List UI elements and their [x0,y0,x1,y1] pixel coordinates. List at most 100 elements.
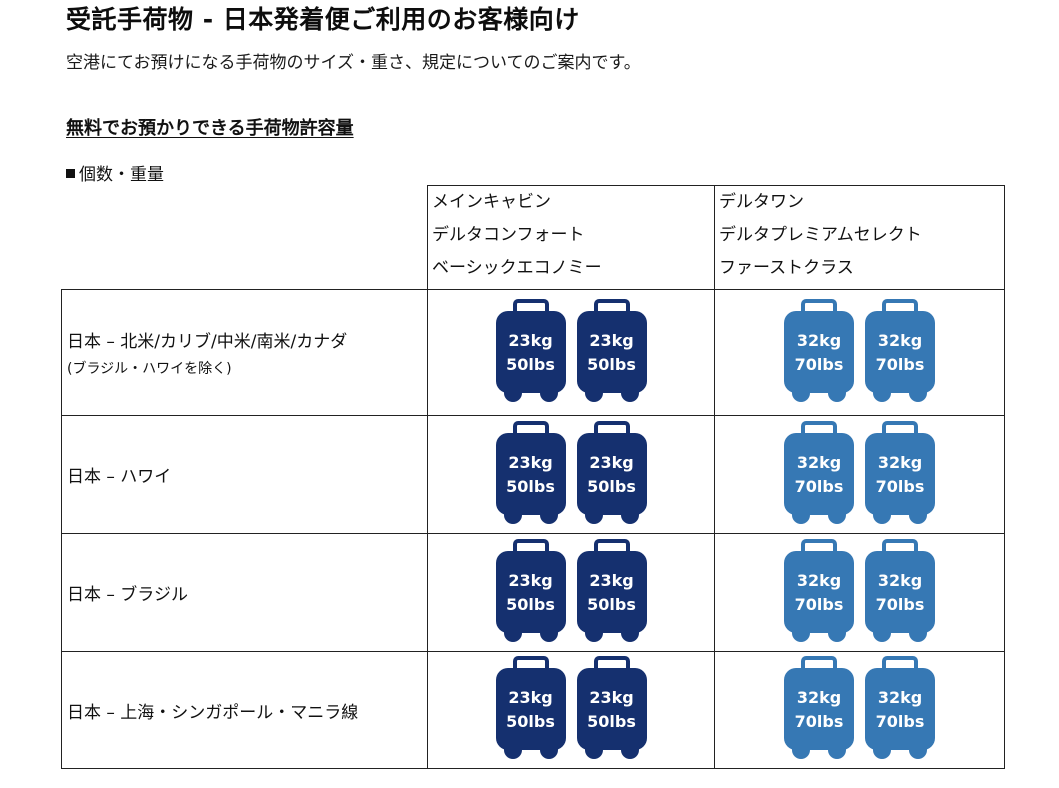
bag-weight-lbs: 50lbs [587,594,636,614]
suitcase-wheel [828,509,846,524]
column-header-line: ベーシックエコノミー [432,258,602,278]
suitcase-icon: 23kg 50lbs [576,420,647,529]
suitcase-body [495,668,566,750]
suitcase-handle [801,538,837,555]
premium-allowance-cell: 32kg 70lbs 32kg 70lbs [714,289,1005,416]
suitcase-pair: 32kg 70lbs 32kg 70lbs [715,298,1004,407]
suitcase-wheel [792,387,810,402]
suitcase-handle [801,298,837,315]
suitcase-body [784,432,854,515]
suitcase-pair: 32kg 70lbs 32kg 70lbs [715,538,1004,647]
suitcase-wheel [828,387,846,402]
route-cell: 日本 – ハワイ [61,415,428,534]
suitcase-handle [593,420,630,437]
suitcase-icon: 32kg 70lbs [784,420,854,529]
suitcase-wheel [873,509,891,524]
column-header-premium: デルタワン デルタプレミアムセレクト ファーストクラス [714,185,1005,290]
economy-allowance-cell: 23kg 50lbs 23kg 50lbs [427,533,715,652]
suitcase-handle [512,656,549,672]
bag-weight-kg: 23kg [589,330,634,350]
bag-weight-kg: 23kg [508,570,553,590]
suitcase-body [784,668,854,750]
suitcase-label: 32kg 70lbs [865,451,935,499]
suitcase-body [495,550,566,633]
suitcase-wheel [792,745,810,759]
suitcase-body [576,310,647,393]
suitcase-pair: 23kg 50lbs 23kg 50lbs [428,538,714,647]
bag-weight-lbs: 70lbs [875,476,925,496]
suitcase-pair: 32kg 70lbs 32kg 70lbs [715,420,1004,529]
route-name: 日本 – 上海・シンガポール・マニラ線 [67,702,359,723]
suitcase-wheel [584,387,603,402]
suitcase-handle [801,420,837,437]
bag-weight-lbs: 50lbs [587,476,636,496]
suitcase-wheel [792,509,810,524]
suitcase-wheel [584,745,603,759]
suitcase-wheel [873,387,891,402]
bag-weight-lbs: 50lbs [587,712,636,731]
bag-weight-kg: 23kg [589,570,634,590]
suitcase-label: 32kg 70lbs [865,569,935,617]
table-row: 日本 – 上海・シンガポール・マニラ線 23kg 50lbs 23kg 50lbs 3… [61,651,1005,769]
bag-weight-kg: 32kg [877,452,923,472]
suitcase-icon: 32kg 70lbs [865,656,935,764]
suitcase-label: 23kg 50lbs [577,569,647,617]
suitcase-body [865,550,935,633]
suitcase-wheel [503,627,522,642]
suitcase-wheel [873,627,891,642]
section-heading: 無料でお預かりできる手荷物許容量 [66,118,354,139]
suitcase-label: 23kg 50lbs [577,451,647,499]
bag-weight-kg: 23kg [589,452,634,472]
suitcase-wheel [620,627,639,642]
suitcase-icon: 32kg 70lbs [784,298,854,407]
suitcase-handle [593,656,630,672]
column-header-line: デルタコンフォート [432,225,585,245]
suitcase-handle [512,298,549,315]
suitcase-body [784,310,854,393]
suitcase-label: 32kg 70lbs [784,451,854,499]
suitcase-handle [882,656,918,672]
suitcase-label: 23kg 50lbs [496,451,566,499]
suitcase-wheel [584,509,603,524]
bag-weight-lbs: 70lbs [794,476,844,496]
suitcase-icon: 32kg 70lbs [865,538,935,647]
route-name: 日本 – ブラジル [67,585,188,605]
suitcase-wheel [584,627,603,642]
suitcase-wheel [503,387,522,402]
bag-weight-kg: 32kg [796,570,842,590]
bag-weight-kg: 32kg [877,570,923,590]
suitcase-label: 32kg 70lbs [784,329,854,377]
bag-weight-lbs: 50lbs [506,476,555,496]
suitcase-body [495,432,566,515]
suitcase-handle [882,420,918,437]
suitcase-icon: 23kg 50lbs [495,538,566,647]
bag-weight-lbs: 70lbs [794,354,844,374]
economy-allowance-cell: 23kg 50lbs 23kg 50lbs [427,289,715,416]
suitcase-label: 23kg 50lbs [577,329,647,377]
bag-weight-kg: 23kg [508,330,553,350]
bag-weight-lbs: 70lbs [794,712,844,731]
suitcase-label: 32kg 70lbs [865,686,935,734]
route-cell: 日本 – 上海・シンガポール・マニラ線 [61,651,428,769]
sub-heading: 個数・重量 [66,160,164,185]
suitcase-wheel [909,745,927,759]
suitcase-wheel [620,387,639,402]
suitcase-body [865,432,935,515]
bag-weight-lbs: 50lbs [587,354,636,374]
suitcase-body [495,310,566,393]
bag-weight-kg: 32kg [796,330,842,350]
suitcase-label: 23kg 50lbs [577,686,647,734]
suitcase-pair: 32kg 70lbs 32kg 70lbs [715,656,1004,764]
suitcase-body [865,668,935,750]
page-title: 受託手荷物 - 日本発着便ご利用のお客様向け [66,5,580,34]
route-note: (ブラジル・ハワイを除く) [67,361,232,377]
suitcase-wheel [909,387,927,402]
suitcase-wheel [539,745,558,759]
suitcase-icon: 23kg 50lbs [495,656,566,764]
suitcase-handle [801,656,837,672]
suitcase-handle [593,538,630,555]
route-cell: 日本 – 北米/カリブ/中米/南米/カナダ (ブラジル・ハワイを除く) [61,289,428,416]
suitcase-wheel [620,509,639,524]
bag-weight-lbs: 70lbs [794,594,844,614]
suitcase-wheel [828,745,846,759]
